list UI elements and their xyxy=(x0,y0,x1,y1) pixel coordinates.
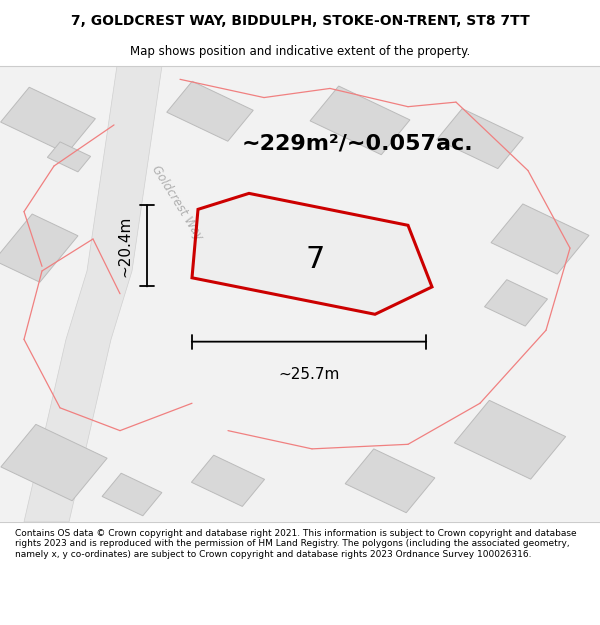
Text: ~25.7m: ~25.7m xyxy=(278,367,340,382)
Text: ~20.4m: ~20.4m xyxy=(117,215,132,276)
Polygon shape xyxy=(345,449,435,512)
Polygon shape xyxy=(191,455,265,506)
Polygon shape xyxy=(454,401,566,479)
Text: ~229m²/~0.057ac.: ~229m²/~0.057ac. xyxy=(241,133,473,153)
Polygon shape xyxy=(102,473,162,516)
Text: Map shows position and indicative extent of the property.: Map shows position and indicative extent… xyxy=(130,44,470,58)
Polygon shape xyxy=(167,81,253,141)
Polygon shape xyxy=(437,109,523,169)
Polygon shape xyxy=(310,86,410,155)
Polygon shape xyxy=(192,193,432,314)
Text: Contains OS data © Crown copyright and database right 2021. This information is : Contains OS data © Crown copyright and d… xyxy=(15,529,577,559)
Text: Goldcrest Way: Goldcrest Way xyxy=(149,162,205,242)
Polygon shape xyxy=(491,204,589,274)
Polygon shape xyxy=(1,88,95,154)
Polygon shape xyxy=(1,424,107,501)
Polygon shape xyxy=(485,279,547,326)
Polygon shape xyxy=(0,214,78,282)
Text: 7, GOLDCREST WAY, BIDDULPH, STOKE-ON-TRENT, ST8 7TT: 7, GOLDCREST WAY, BIDDULPH, STOKE-ON-TRE… xyxy=(71,14,529,28)
Polygon shape xyxy=(24,66,162,522)
Polygon shape xyxy=(47,142,91,172)
Text: 7: 7 xyxy=(305,245,325,274)
